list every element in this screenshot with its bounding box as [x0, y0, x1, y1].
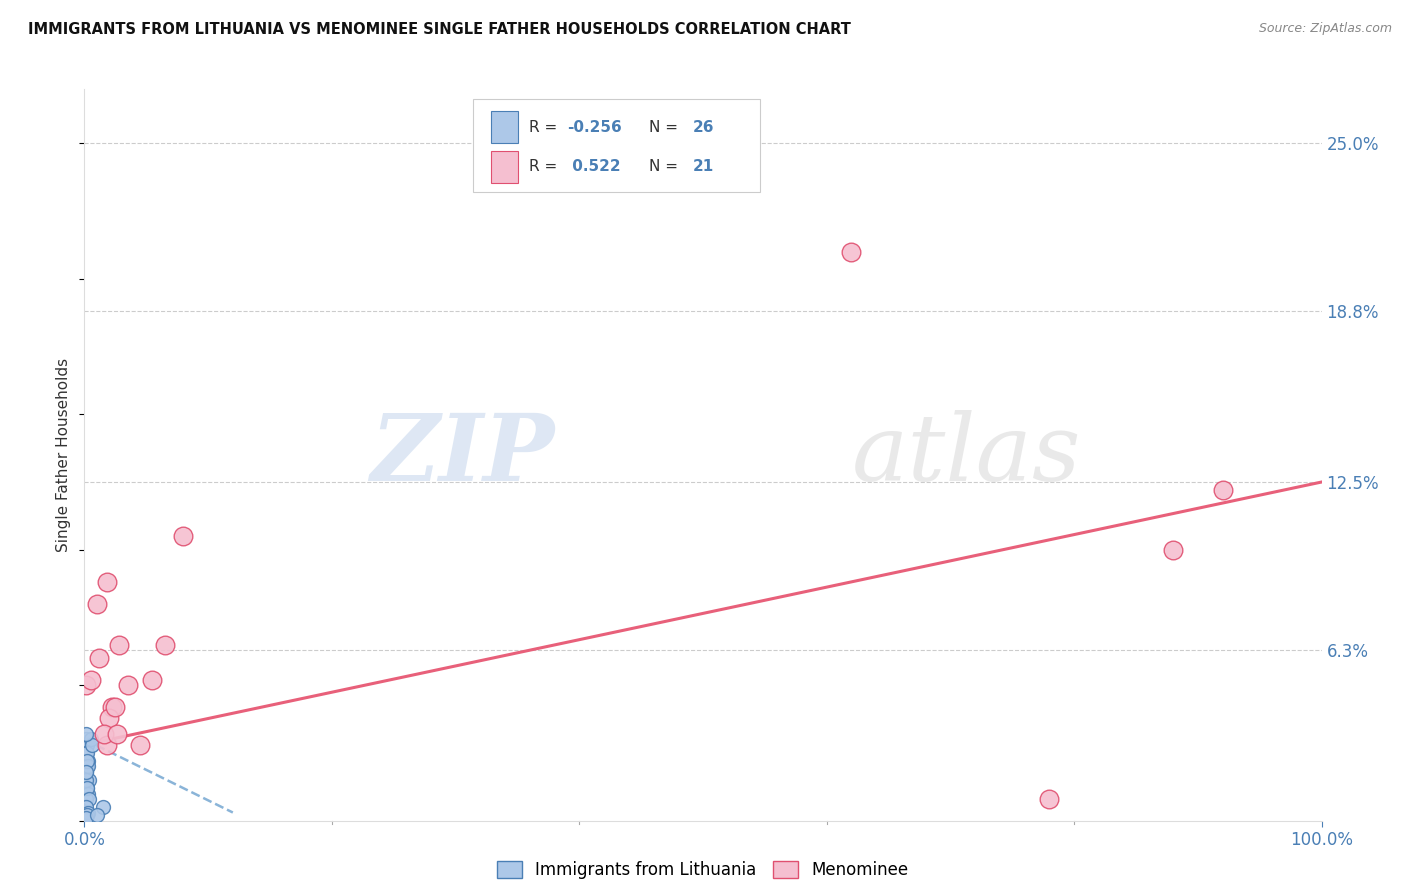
Point: [86, 808, 108, 822]
Point: [75, 792, 97, 806]
Point: [75, 746, 97, 760]
Point: [108, 638, 131, 652]
Text: 0.522: 0.522: [568, 160, 621, 175]
Text: ZIP: ZIP: [370, 410, 554, 500]
Point: [104, 699, 127, 714]
Point: [76, 759, 98, 773]
Text: Source: ZipAtlas.com: Source: ZipAtlas.com: [1258, 22, 1392, 36]
Point: [77, 805, 100, 820]
Point: [77, 759, 100, 773]
Text: N =: N =: [650, 160, 683, 175]
Point: [1038, 792, 1060, 806]
Point: [76, 808, 98, 822]
Text: N =: N =: [650, 120, 683, 135]
Point: [79, 792, 101, 806]
Text: 21: 21: [693, 160, 714, 175]
Point: [96, 575, 118, 590]
Point: [75, 772, 97, 787]
Y-axis label: Single Father Households: Single Father Households: [56, 358, 72, 552]
Point: [76, 781, 98, 796]
Point: [80, 738, 103, 752]
Text: atlas: atlas: [852, 410, 1081, 500]
Point: [75, 732, 97, 747]
Point: [141, 673, 163, 687]
Point: [100, 699, 122, 714]
Point: [75, 764, 97, 779]
Point: [91, 800, 114, 814]
Text: R =: R =: [529, 160, 562, 175]
Point: [1212, 483, 1234, 497]
Point: [77, 787, 100, 801]
Point: [93, 727, 115, 741]
Legend: Immigrants from Lithuania, Menominee: Immigrants from Lithuania, Menominee: [491, 854, 915, 886]
Point: [117, 678, 139, 692]
Point: [1161, 542, 1184, 557]
Point: [77, 754, 100, 768]
Point: [75, 727, 97, 741]
Point: [98, 711, 121, 725]
Text: IMMIGRANTS FROM LITHUANIA VS MENOMINEE SINGLE FATHER HOUSEHOLDS CORRELATION CHAR: IMMIGRANTS FROM LITHUANIA VS MENOMINEE S…: [28, 22, 851, 37]
Point: [76, 746, 98, 760]
Point: [89, 651, 111, 665]
Text: R =: R =: [529, 120, 562, 135]
Point: [79, 673, 101, 687]
Point: [75, 811, 97, 825]
Point: [76, 781, 98, 796]
Point: [75, 764, 97, 779]
Point: [75, 678, 97, 692]
Point: [76, 738, 98, 752]
Point: [86, 597, 108, 611]
Point: [105, 727, 128, 741]
Text: 26: 26: [693, 120, 714, 135]
Point: [129, 738, 152, 752]
Point: [172, 529, 194, 543]
Point: [76, 754, 98, 768]
Text: -0.256: -0.256: [568, 120, 621, 135]
Point: [75, 800, 97, 814]
Point: [79, 772, 101, 787]
Point: [153, 638, 176, 652]
Point: [79, 732, 101, 747]
Point: [841, 244, 863, 259]
Point: [96, 738, 118, 752]
